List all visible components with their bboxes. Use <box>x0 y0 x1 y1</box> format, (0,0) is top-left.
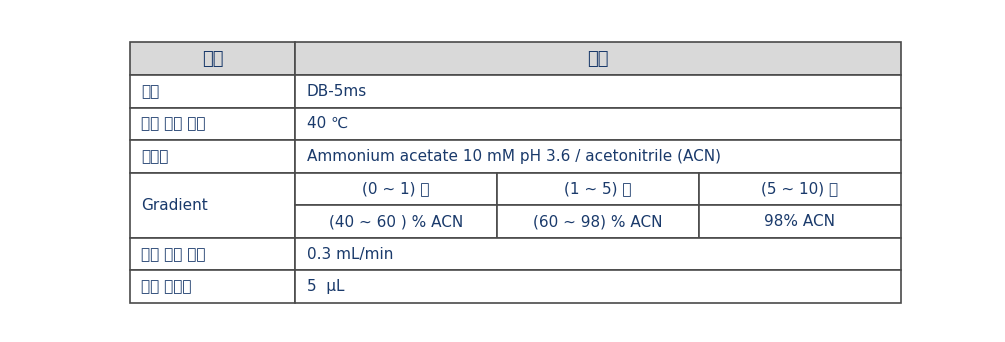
Bar <box>295 75 900 107</box>
Text: Gradient: Gradient <box>141 198 208 213</box>
Text: (0 ~ 1) 분: (0 ~ 1) 분 <box>363 182 430 197</box>
Bar <box>130 75 295 107</box>
Text: Ammonium acetate 10 mM pH 3.6 / acetonitrile (ACN): Ammonium acetate 10 mM pH 3.6 / acetonit… <box>307 149 721 164</box>
Text: 시료 주입량: 시료 주입량 <box>141 279 192 294</box>
Text: (60 ~ 98) % ACN: (60 ~ 98) % ACN <box>534 214 662 229</box>
Text: (1 ~ 5) 분: (1 ~ 5) 분 <box>564 182 632 197</box>
Bar <box>130 42 295 75</box>
Bar <box>130 107 295 140</box>
Bar <box>295 271 900 303</box>
Text: 컬럼: 컬럼 <box>141 84 160 99</box>
Bar <box>497 205 698 238</box>
Text: 컬럼 오븐 온도: 컬럼 오븐 온도 <box>141 116 206 131</box>
Text: 98% ACN: 98% ACN <box>764 214 835 229</box>
Bar <box>698 173 900 205</box>
Text: (5 ~ 10) 분: (5 ~ 10) 분 <box>761 182 838 197</box>
Text: 0.3 mL/min: 0.3 mL/min <box>307 247 393 262</box>
Bar <box>497 173 698 205</box>
Bar <box>295 107 900 140</box>
Text: 이동상: 이동상 <box>141 149 169 164</box>
Text: 용매 이동 속도: 용매 이동 속도 <box>141 247 206 262</box>
Text: 40 ℃: 40 ℃ <box>307 116 349 131</box>
Bar <box>698 205 900 238</box>
Bar <box>130 173 295 238</box>
Text: 5  μL: 5 μL <box>307 279 345 294</box>
Bar <box>130 271 295 303</box>
Bar <box>295 173 497 205</box>
Bar <box>295 238 900 271</box>
Text: DB-5ms: DB-5ms <box>307 84 367 99</box>
Text: (40 ~ 60 ) % ACN: (40 ~ 60 ) % ACN <box>329 214 463 229</box>
Bar <box>295 140 900 173</box>
Bar <box>130 238 295 271</box>
Bar <box>295 42 900 75</box>
Bar <box>130 140 295 173</box>
Text: 조건: 조건 <box>587 50 609 68</box>
Text: 구분: 구분 <box>202 50 223 68</box>
Bar <box>295 205 497 238</box>
